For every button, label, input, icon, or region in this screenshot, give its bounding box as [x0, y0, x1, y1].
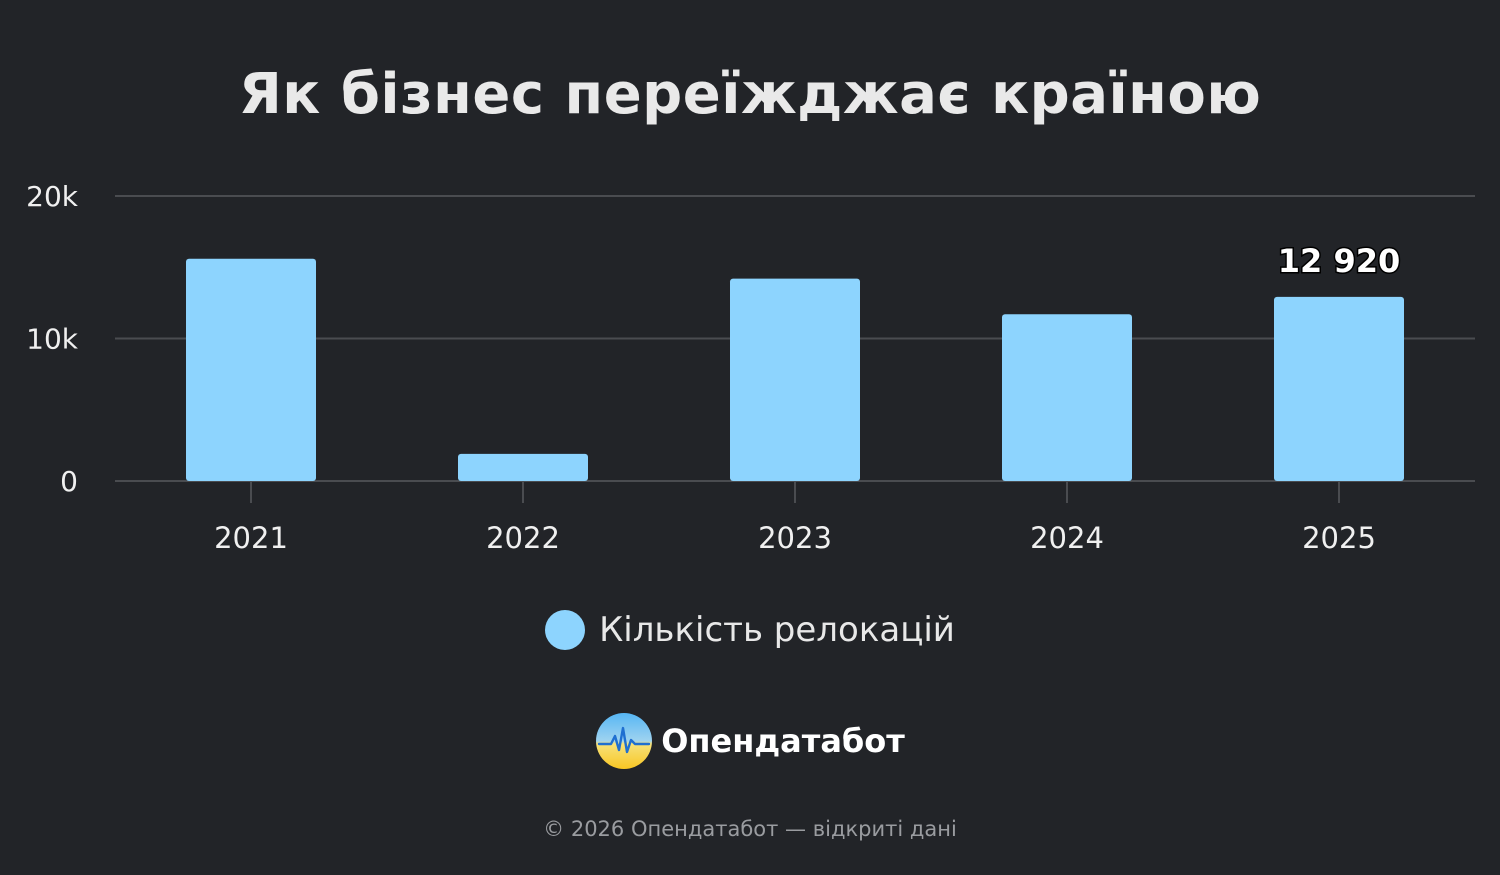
bar-chart: 0 10k 20k 2021 2022 2023 2024 2025 12 920: [26, 180, 1475, 555]
x-tick-label: 2021: [214, 521, 288, 555]
y-axis-ticks: 0 10k 20k: [26, 180, 79, 498]
opendatabot-logo-icon: [596, 713, 653, 769]
y-tick-label: 10k: [26, 323, 79, 356]
legend-label: Кількість релокацій: [599, 610, 955, 650]
brand-name: Опендатабот: [661, 722, 905, 760]
footer-copyright: © 2026 Опендатабот — відкриті дані: [543, 817, 957, 841]
bar-2023[interactable]: [730, 278, 860, 481]
data-label-2025: 12 920: [1278, 242, 1400, 280]
x-axis-ticks: 2021 2022 2023 2024 2025: [214, 481, 1376, 555]
x-tick-label: 2022: [486, 521, 560, 555]
data-labels: 12 920: [1276, 240, 1401, 281]
y-tick-label: 20k: [26, 180, 79, 213]
bar-2021[interactable]: [186, 258, 316, 481]
x-tick-label: 2024: [1030, 521, 1104, 555]
bar-2022[interactable]: [458, 453, 588, 481]
legend-marker-icon: [545, 610, 586, 650]
y-tick-label: 0: [60, 465, 78, 498]
bar-2025[interactable]: [1274, 296, 1404, 481]
bar-2024[interactable]: [1002, 314, 1132, 481]
x-tick-label: 2023: [758, 521, 832, 555]
x-tick-label: 2025: [1302, 521, 1376, 555]
bars: [186, 258, 1404, 481]
chart-title: Як бізнес переїжджає країною: [238, 62, 1262, 127]
legend[interactable]: Кількість релокацій: [0, 610, 1500, 650]
brand: Опендатабот: [0, 712, 1500, 770]
